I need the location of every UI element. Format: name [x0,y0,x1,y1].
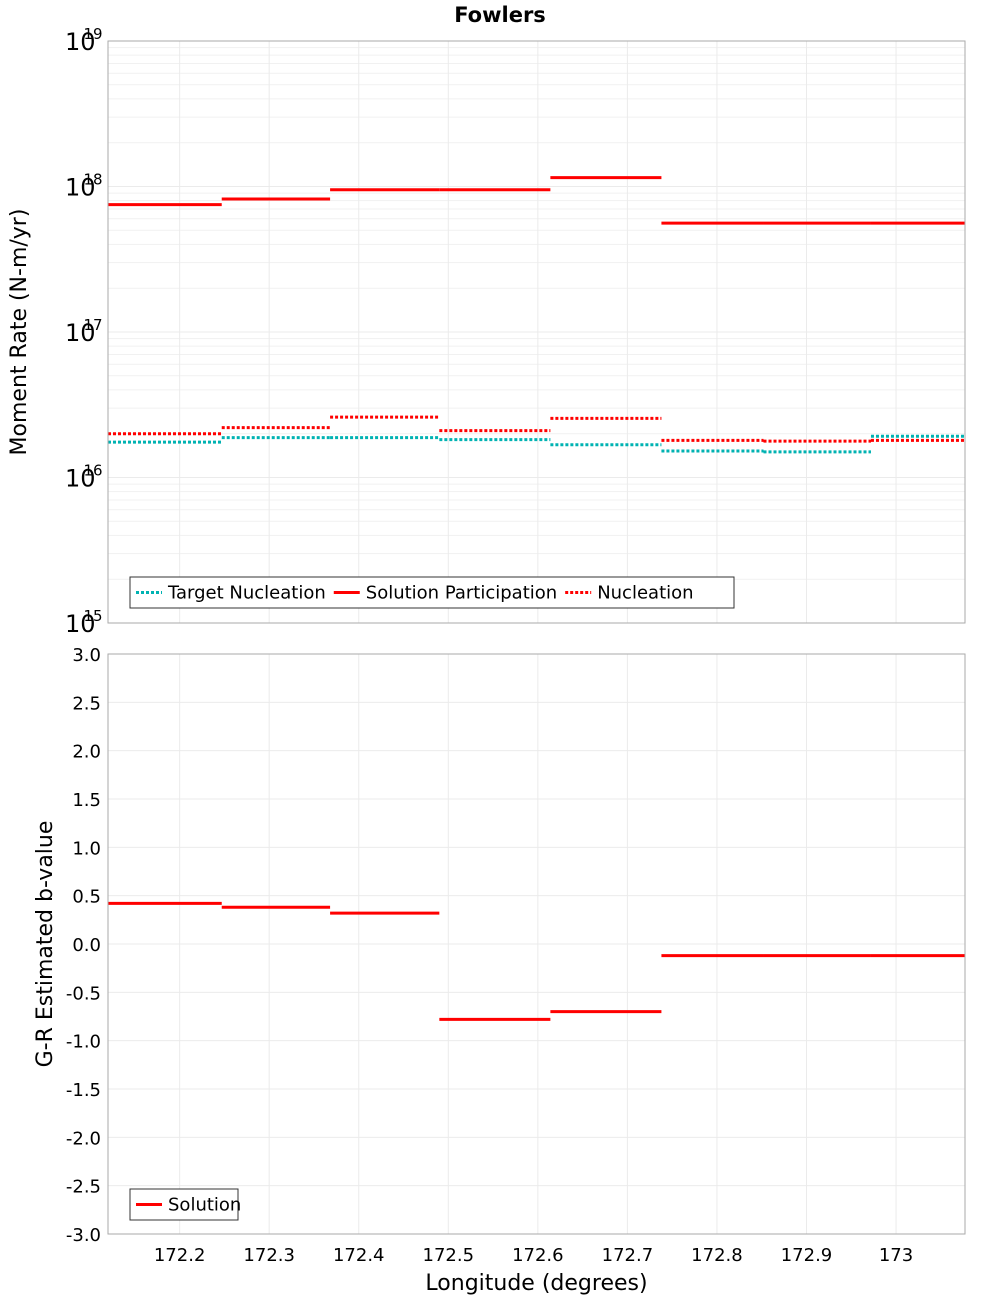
top-ytick-base-2: 10 [65,319,96,347]
chart-title: Fowlers [454,3,546,27]
top-plot-frame [107,40,966,624]
bottom-xtick-label-0: 172.2 [154,1245,206,1266]
bottom-xtick-label-8: 173 [879,1245,913,1266]
bottom-ytick-label-12: -3.0 [66,1225,101,1246]
top-ytick-exponent-2: 17 [83,316,102,334]
bottom-ytick-label-9: -1.5 [66,1080,101,1101]
bottom-legend-label-0: Solution [168,1195,241,1216]
x-axis-title: Longitude (degrees) [425,1271,647,1296]
bottom-plot-frame [107,653,966,1235]
bottom-ytick-label-3: 1.5 [72,790,101,811]
bottom-ytick-label-11: -2.5 [66,1177,101,1198]
top-ytick-exponent-0: 15 [83,607,102,625]
bottom-xtick-label-2: 172.4 [333,1245,385,1266]
bottom-xtick-label-7: 172.9 [781,1245,833,1266]
top-y-axis-title: Moment Rate (N-m/yr) [7,209,32,456]
bottom-y-axis-title: G-R Estimated b-value [33,821,58,1068]
top-legend-label-2: Nucleation [597,583,693,604]
top-ytick-base-1: 10 [65,465,96,493]
top-ytick-exponent-1: 16 [83,462,102,480]
top-legend-label-0: Target Nucleation [167,583,326,604]
bottom-ytick-label-6: 0.0 [72,935,101,956]
bottom-xtick-label-5: 172.7 [602,1245,654,1266]
bottom-xtick-label-6: 172.8 [691,1245,743,1266]
bottom-ytick-label-5: 0.5 [72,887,101,908]
top-ytick-exponent-3: 18 [83,171,102,189]
bottom-ytick-label-7: -0.5 [66,983,101,1004]
top-ytick-base-0: 10 [65,610,96,638]
bottom-ytick-label-2: 2.0 [72,742,101,763]
top-ytick-base-4: 10 [65,28,96,56]
top-legend-label-1: Solution Participation [366,583,557,604]
bottom-ytick-label-0: 3.0 [72,645,101,666]
top-ytick-base-3: 10 [65,174,96,202]
bottom-ytick-label-4: 1.0 [72,838,101,859]
bottom-ytick-label-10: -2.0 [66,1128,101,1149]
top-ytick-exponent-4: 19 [83,25,102,43]
bottom-ytick-label-8: -1.0 [66,1032,101,1053]
bottom-xtick-label-4: 172.6 [512,1245,564,1266]
bottom-xtick-label-3: 172.5 [423,1245,475,1266]
bottom-xtick-label-1: 172.3 [243,1245,295,1266]
b-value-panel: 3.0 2.5 2.0 1.5 1.0 0.5 0.0 -0.5 -1.0 -1.5 -2.0 -2.… [33,645,966,1296]
bottom-ytick-label-1: 2.5 [72,693,101,714]
top-legend-box [129,576,735,609]
